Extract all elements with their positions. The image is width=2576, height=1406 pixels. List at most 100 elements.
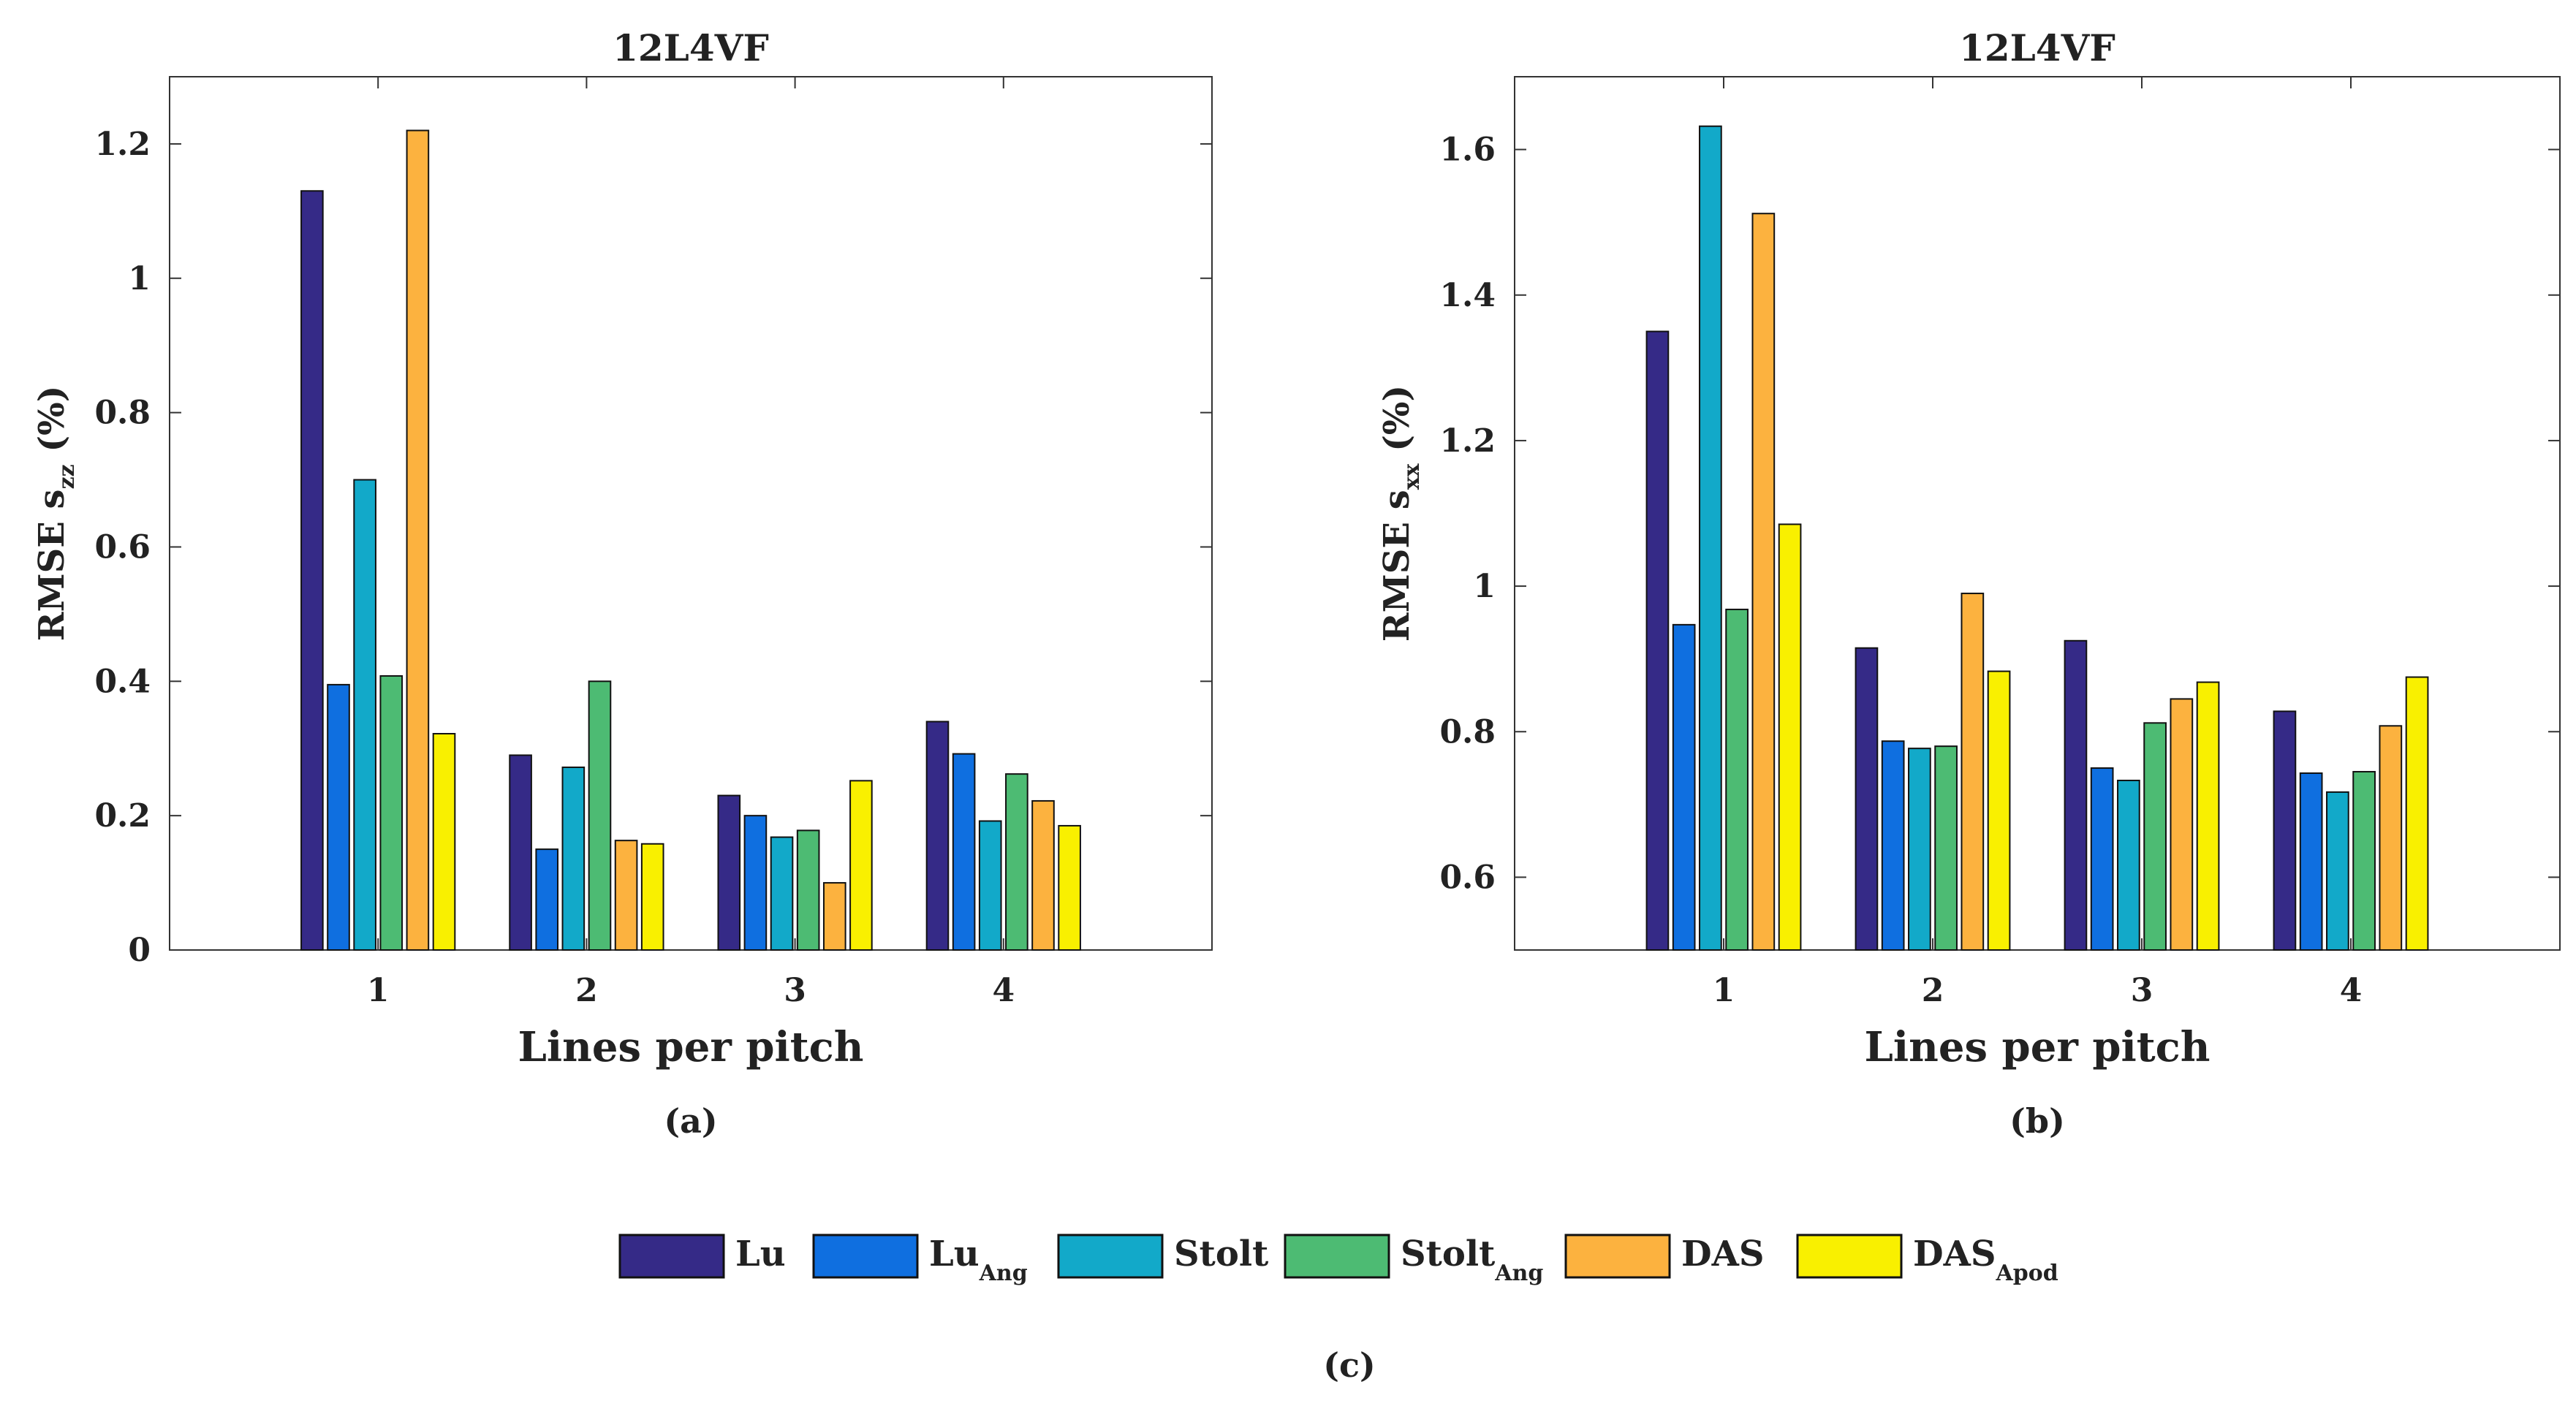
bar	[432, 733, 456, 951]
bar	[1699, 125, 1722, 951]
bar	[1058, 824, 1081, 951]
legend-label-main: DAS	[1681, 1234, 1765, 1274]
bar	[1751, 213, 1776, 951]
legend-item: DASApod	[1796, 1234, 2058, 1286]
bar	[379, 674, 404, 951]
bar	[327, 683, 350, 951]
bar	[952, 753, 976, 951]
bar	[1031, 799, 1055, 951]
bar	[1987, 670, 2011, 951]
bar	[717, 794, 741, 951]
figure-caption: (c)	[1323, 1345, 1376, 1385]
bar	[1005, 773, 1028, 951]
bar	[1908, 748, 1931, 951]
bar	[2196, 681, 2220, 951]
bar	[2299, 772, 2323, 951]
bar	[2273, 710, 2297, 951]
bar	[2143, 722, 2167, 951]
y-tick-label: 0.4	[94, 663, 151, 700]
legend-item: Lu	[618, 1234, 786, 1279]
x-axis-label: Lines per pitch	[1865, 1023, 2211, 1071]
bar	[849, 780, 873, 951]
bar	[535, 848, 559, 951]
legend-swatch	[1284, 1234, 1390, 1279]
legend-label-subscript: Apod	[1996, 1261, 2058, 1286]
legend-label: Lu	[735, 1234, 786, 1274]
y-axis-label: RMSE sxx (%)	[1376, 385, 1425, 642]
legend-label: Stolt	[1174, 1234, 1268, 1274]
y-tick-label: 1.2	[1439, 422, 1496, 460]
y-tick-label: 0.8	[94, 395, 151, 432]
legend-label-main: Stolt	[1174, 1234, 1268, 1274]
x-tick-label: 4	[992, 972, 1015, 1009]
legend-item: StoltAng	[1284, 1234, 1543, 1286]
y-tick-label: 0	[128, 932, 151, 969]
bar	[770, 836, 794, 951]
y-tick-label: 1.2	[94, 126, 151, 163]
bar	[2405, 676, 2429, 951]
legend-label-subscript: Ang	[1494, 1261, 1543, 1286]
x-tick-label: 2	[1922, 972, 1944, 1009]
x-tick-label: 1	[1713, 972, 1735, 1009]
bar	[406, 129, 430, 951]
legend-label-main: Stolt	[1401, 1234, 1495, 1274]
x-tick-label: 1	[367, 972, 390, 1009]
panel-b: 0.6 0.8 1 1.2 1.4 1.6 1 2 3 4 12L4VF Lines per pitc…	[1376, 26, 2561, 1141]
legend-label-main: Lu	[929, 1234, 980, 1274]
bar	[1672, 623, 1696, 951]
legend-swatch	[812, 1234, 919, 1279]
chart-title: 12L4VF	[1959, 26, 2115, 69]
legend-label: DASApod	[1913, 1234, 2058, 1286]
bar	[2352, 771, 2376, 951]
bar	[1855, 647, 1879, 951]
legend-item: DAS	[1564, 1234, 1765, 1279]
y-tick-label: 0.8	[1439, 713, 1496, 750]
legend-item: Stolt	[1057, 1234, 1268, 1279]
y-tick-label: 0.6	[1439, 859, 1496, 896]
legend-label-main: Lu	[735, 1234, 786, 1274]
y-tick-label: 1	[1473, 568, 1496, 605]
bar	[2170, 698, 2194, 951]
panel-a: 0 0.2 0.4 0.6 0.8 1 1.2 1 2 3 4 12L4VF Lines per pit…	[31, 26, 1213, 1141]
bar	[353, 479, 376, 951]
bar	[588, 680, 612, 951]
legend-swatch	[1057, 1234, 1164, 1279]
y-tick-label: 0.6	[94, 528, 151, 566]
bar	[1725, 608, 1749, 951]
legend-swatch	[1564, 1234, 1671, 1279]
legend: Lu LuAng Stolt StoltAng DAS DASApod	[618, 1234, 2058, 1286]
bar	[561, 766, 586, 951]
bar	[2064, 639, 2088, 951]
bar	[1778, 523, 1802, 951]
bar	[796, 829, 820, 951]
legend-label-subscript: Ang	[979, 1261, 1028, 1286]
x-tick-label: 4	[2340, 972, 2363, 1009]
bar	[822, 882, 846, 951]
bar	[925, 721, 950, 951]
x-tick-label: 3	[2131, 972, 2153, 1009]
legend-label-main: DAS	[1913, 1234, 1996, 1274]
panel-label: (a)	[664, 1101, 717, 1141]
bar	[614, 840, 638, 951]
x-tick-label: 3	[784, 972, 806, 1009]
bar	[1961, 593, 1985, 951]
y-axis-label-subscript: xx	[1399, 463, 1425, 490]
y-tick-label: 0.2	[94, 797, 151, 835]
panel-label: (b)	[2009, 1101, 2065, 1141]
bar	[2090, 767, 2114, 951]
bar	[1881, 740, 1905, 951]
legend-label: LuAng	[929, 1234, 1028, 1286]
y-axis-label-subscript: zz	[54, 464, 80, 489]
bar	[509, 754, 532, 951]
chart-title: 12L4VF	[613, 26, 769, 69]
x-axis-label: Lines per pitch	[518, 1023, 864, 1071]
legend-label: StoltAng	[1401, 1234, 1543, 1286]
y-tick-label: 1.4	[1439, 277, 1496, 314]
plot-area	[1514, 76, 2561, 951]
y-axis-label-unit: (%)	[31, 386, 72, 465]
bar	[1645, 330, 1670, 951]
legend-item: LuAng	[812, 1234, 1028, 1286]
y-tick-label: 1	[128, 260, 151, 297]
bar	[743, 815, 768, 951]
